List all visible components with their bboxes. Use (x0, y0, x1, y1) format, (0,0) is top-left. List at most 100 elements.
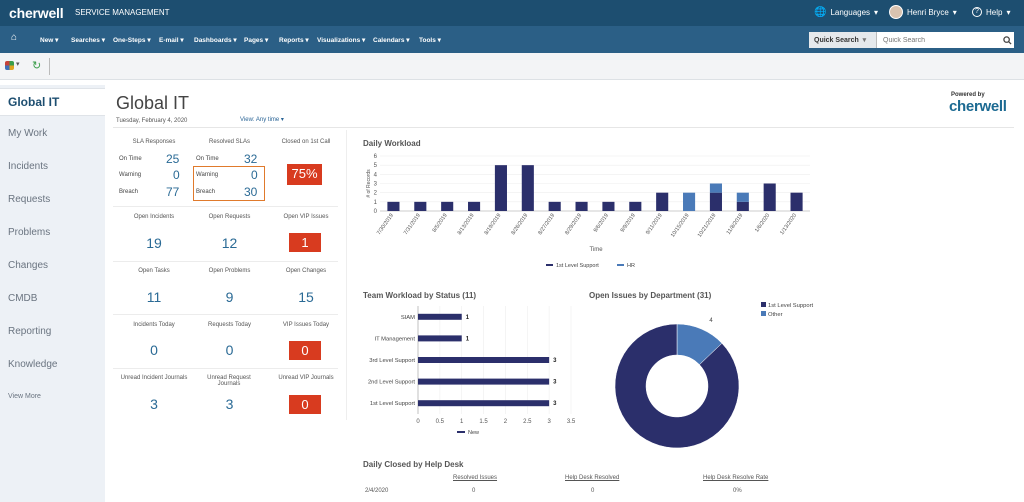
refresh-icon[interactable]: ↻ (32, 60, 42, 72)
open-problems-value[interactable]: 9 (225, 289, 234, 305)
table-cell-date: 2/4/2020 (365, 488, 389, 494)
y-tick-label: 5 (374, 163, 378, 169)
help-label: Help (986, 7, 1003, 17)
x-tick-label: 0 (416, 419, 420, 425)
unread-request-journals-value[interactable]: 3 (225, 396, 234, 412)
unread-vip-journals-value[interactable]: 0 (289, 395, 321, 414)
bar (602, 201, 615, 211)
sidebar-item-global-it[interactable]: Global IT (8, 95, 60, 109)
legend-swatch (457, 431, 465, 433)
resolved-breach-value[interactable]: 30 (244, 185, 258, 199)
requests-today-title: Requests Today (208, 322, 251, 328)
column-header[interactable]: Help Desk Resolve Rate (703, 475, 769, 481)
languages-menu[interactable]: 🌐 Languages ▾ (814, 7, 878, 18)
sidebar-item-knowledge[interactable]: Knowledge (8, 359, 58, 370)
sidebar-item-incidents[interactable]: Incidents (8, 161, 49, 172)
open-changes-value[interactable]: 15 (298, 289, 314, 305)
column-header[interactable]: Resolved Issues (453, 475, 498, 481)
nav-searches[interactable]: Searches ▾ (71, 37, 105, 44)
sidebar-item-cmdb[interactable]: CMDB (8, 293, 38, 304)
requests-today-value[interactable]: 0 (225, 342, 234, 358)
column-header[interactable]: Help Desk Resolved (565, 475, 620, 481)
x-tick-label: 2 (504, 419, 508, 425)
nav-email[interactable]: E-mail ▾ (159, 37, 184, 44)
bar (736, 201, 749, 211)
page-title: Global IT (116, 93, 190, 113)
sla-on-time-label: On Time (119, 156, 142, 162)
open-vip-issues-value[interactable]: 1 (289, 233, 321, 252)
y-tick-label: SIAM (401, 315, 415, 321)
nav-one-steps[interactable]: One-Steps ▾ (113, 37, 151, 44)
data-label: 3 (553, 358, 557, 364)
sla-warning-value[interactable]: 0 (173, 168, 180, 182)
incidents-today-value[interactable]: 0 (150, 342, 158, 358)
sidebar-item-requests[interactable]: Requests (8, 194, 51, 205)
y-tick-label: 4 (374, 172, 378, 178)
x-tick-label: 8/29/2019 (564, 213, 583, 236)
open-incidents-value[interactable]: 19 (146, 235, 162, 251)
closed-first-call-value[interactable]: 75% (287, 164, 322, 185)
legend-label: Other (768, 312, 783, 318)
y-tick-label: 2 (374, 191, 378, 197)
nav-pages[interactable]: Pages ▾ (244, 37, 269, 44)
open-tasks-value[interactable]: 11 (146, 289, 162, 305)
legend-swatch (761, 302, 766, 307)
open-requests-title: Open Requests (208, 214, 251, 220)
closed-first-call-title: Closed on 1st Call (281, 139, 331, 145)
bar (790, 192, 803, 211)
kpi-divider (113, 261, 338, 262)
resolved-warning-value[interactable]: 0 (251, 168, 258, 182)
search-input[interactable] (877, 32, 1000, 48)
search-icon[interactable] (1000, 32, 1014, 48)
sidebar-item-changes[interactable]: Changes (8, 260, 49, 271)
data-label: 1 (466, 336, 470, 342)
home-icon[interactable]: ⌂ (11, 32, 18, 43)
data-label: 4 (709, 318, 713, 324)
sla-breach-value[interactable]: 77 (166, 185, 180, 199)
view-filter[interactable]: View: Any time ▾ (240, 117, 284, 123)
resolved-warning-label: Warning (196, 172, 219, 178)
languages-label: Languages (830, 8, 871, 17)
x-tick-label: 9/11/2019 (645, 213, 664, 236)
y-tick-label: 3 (374, 182, 378, 188)
y-axis-label: # of Records (366, 169, 372, 198)
nav-calendars[interactable]: Calendars ▾ (373, 37, 410, 44)
open-vip-issues-title: Open VIP Issues (283, 214, 329, 220)
sla-on-time-value[interactable]: 25 (166, 152, 180, 166)
product-name: SERVICE MANAGEMENT (75, 8, 170, 17)
sidebar: Global IT My Work Incidents Requests Pro… (0, 85, 105, 502)
sidebar-item-my-work[interactable]: My Work (8, 128, 48, 139)
table-cell: 0 (472, 488, 476, 494)
x-tick-label: 2.5 (523, 419, 532, 425)
column-divider (346, 130, 347, 420)
sidebar-item-reporting[interactable]: Reporting (8, 326, 52, 337)
incidents-today-title: Incidents Today (133, 322, 175, 328)
chevron-down-icon[interactable]: ▾ (16, 61, 20, 68)
nav-dashboards[interactable]: Dashboards ▾ (194, 37, 237, 44)
open-issues-title: Open Issues by Department (31) (589, 291, 712, 300)
y-tick-label: 3rd Level Support (369, 358, 415, 364)
nav-reports[interactable]: Reports ▾ (279, 37, 309, 44)
nav-visualizations[interactable]: Visualizations ▾ (317, 37, 366, 44)
nav-new[interactable]: New ▾ (40, 37, 59, 44)
resolved-on-time-value[interactable]: 32 (244, 152, 258, 166)
bar (494, 165, 507, 211)
x-tick-label: 10/15/2019 (670, 213, 691, 239)
unread-incident-journals-value[interactable]: 3 (150, 396, 158, 412)
dashboard-switch-icon[interactable] (5, 61, 14, 70)
user-name: Henri Bryce (907, 7, 949, 17)
user-menu[interactable]: Henri Bryce ▾ (889, 5, 957, 19)
bar (656, 192, 669, 211)
sidebar-item-problems[interactable]: Problems (8, 227, 51, 238)
quick-search-scope[interactable]: Quick Search ▾ (809, 32, 877, 48)
nav-tools[interactable]: Tools ▾ (419, 37, 441, 44)
daily-closed-title: Daily Closed by Help Desk (363, 460, 464, 469)
toolbar: ▾ ↻ (0, 53, 1024, 80)
sidebar-view-more[interactable]: View More (8, 393, 41, 400)
help-menu[interactable]: ? Help ▾ (972, 7, 1010, 17)
vip-issues-today-value[interactable]: 0 (289, 341, 321, 360)
data-label: 3 (553, 401, 557, 407)
open-requests-value[interactable]: 12 (221, 235, 238, 251)
legend-label: HR (627, 263, 635, 269)
x-tick-label: 1 (460, 419, 464, 425)
